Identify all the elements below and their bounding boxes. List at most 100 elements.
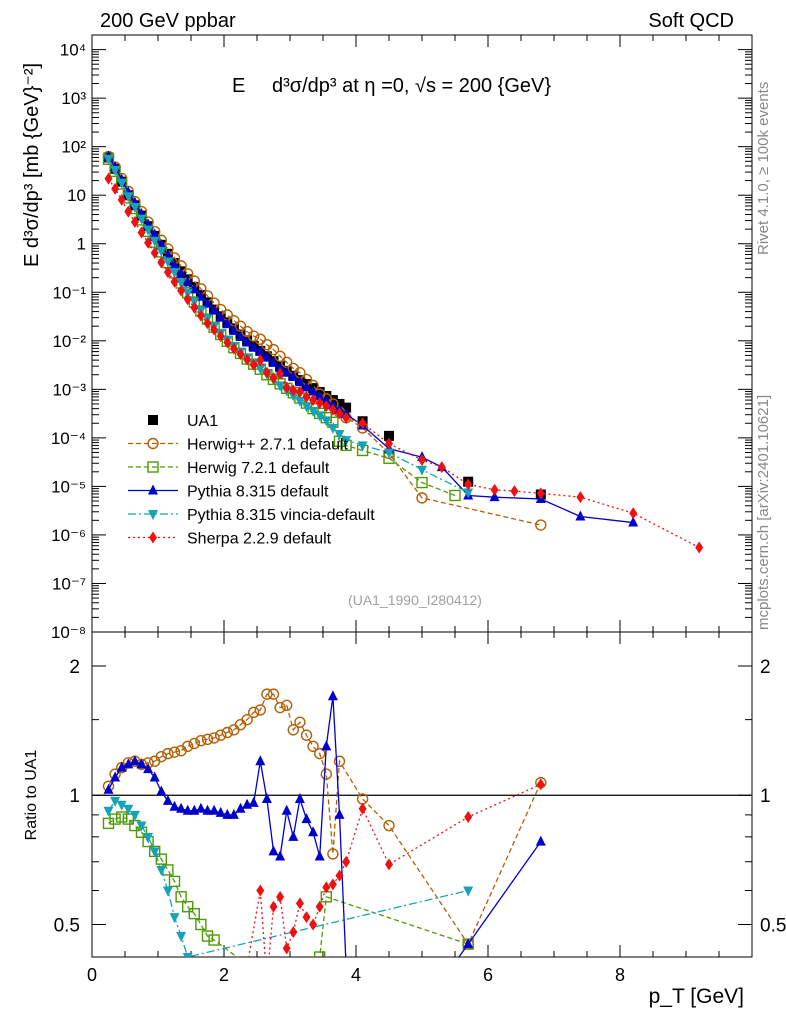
ratio-pythia-8-315-default-point [327, 690, 338, 701]
ratio-pythia-8-315-vincia-default-point [123, 804, 134, 815]
main-herwig-7-2-1-default-point [416, 476, 428, 489]
x-tick-label: 4 [351, 965, 361, 985]
main-ua1-point [384, 430, 394, 441]
main-sherpa-2-2-9-default-point [282, 381, 291, 394]
main-herwig-7-2-1-default-point [449, 489, 461, 502]
ratio-herwig-7-2-1-default-series [102, 811, 474, 957]
main-sherpa-2-2-9-default-point [295, 386, 304, 399]
main-sherpa-2-2-9-default-point [170, 275, 179, 288]
ratio-herwig-2-7-1-default-point [241, 713, 253, 726]
ratio-herwig-2-7-1-default-point [261, 688, 273, 700]
main-pythia-8-315-default-point [489, 491, 500, 502]
main-pythia-8-315-default-point [248, 341, 259, 352]
main-sherpa-2-2-9-default-point [203, 317, 212, 330]
legend-herwig-7-2-1-default-label: Herwig 7.2.1 default [187, 460, 330, 477]
ratio-herwig-2-7-1-default-point [188, 737, 201, 750]
ratio-herwig-7-2-1-default-point [188, 907, 201, 920]
ratio-pythia-8-315-default-point [202, 804, 213, 815]
main-pythia-8-315-default-point [261, 351, 272, 362]
main-sherpa-2-2-9-default-point [342, 411, 351, 424]
main-pythia-8-315-default-point [215, 311, 226, 322]
ratio-pythia-8-315-vincia-default-point [149, 847, 160, 858]
ratio-y-tick-label: 2 [69, 657, 80, 678]
main-pythia-8-315-default-point [242, 336, 253, 347]
main-sherpa-2-2-9-default-point [216, 330, 225, 343]
plot-title-sigma: d³σ/dp³ at η =0, √s = 200 {GeV} [272, 75, 551, 97]
y-tick-label: 10⁻² [52, 332, 86, 351]
main-pythia-8-315-vincia-default-point [308, 406, 319, 417]
y-axis-label-main: E d³σ/dp³ [mb {GeV}⁻²] [21, 63, 43, 267]
ratio-sherpa-2-2-9-default-point [536, 778, 545, 791]
main-sherpa-2-2-9-default-point [130, 216, 139, 229]
y-tick-label: 10⁻⁷ [52, 574, 86, 593]
legend: UA1 Herwig++ 2.7.1 default Herwig 7.2.1 de… [128, 413, 375, 548]
side-label-mcplots: mcplots.cern.ch [arXiv:2401.10621] [755, 395, 772, 630]
main-herwig-2-7-1-default-point [535, 519, 547, 531]
y-tick-label: 10² [61, 138, 86, 157]
ratio-sherpa-2-2-9-default-point [464, 810, 473, 823]
ratio-pythia-8-315-vincia-default-point [143, 832, 154, 843]
ratio-pythia-8-315-default-point [294, 793, 305, 804]
ratio-pythia-8-315-default-point [136, 758, 147, 769]
main-sherpa-2-2-9-default-point [210, 323, 219, 336]
ratio-pythia-8-315-default-point [463, 938, 474, 949]
ratio-pythia-8-315-vincia-default-point [103, 806, 114, 817]
ratio-sherpa-2-2-9-default-point [328, 878, 337, 891]
ratio-pythia-8-315-default-point [301, 813, 312, 824]
main-sherpa-2-2-9-default-point [223, 336, 232, 349]
y-tick-label: 10³ [61, 89, 86, 108]
main-sherpa-2-2-9-default-point [269, 372, 278, 385]
main-herwig-2-7-1-default-point [267, 343, 280, 356]
ratio-pythia-8-315-default-point [255, 755, 266, 766]
ratio-pythia-8-315-default-point [222, 808, 233, 819]
main-pythia-8-315-default-point [149, 228, 160, 239]
ratio-pythia-8-315-default-point [182, 804, 193, 815]
legend-ua1-label: UA1 [187, 413, 218, 430]
ratio-herwig-2-7-1-default-point [181, 740, 194, 753]
ratio-herwig-7-2-1-default-point [175, 891, 187, 903]
ratio-herwig-2-7-1-default-point [247, 706, 260, 719]
ratio-herwig-7-2-1-default-point [109, 813, 121, 825]
ratio-pythia-8-315-default-point [248, 796, 259, 807]
ratio-herwig-7-2-1-default-point [155, 853, 168, 865]
ratio-sherpa-2-2-9-default-point [289, 926, 298, 939]
main-sherpa-2-2-9-default-point [695, 541, 704, 554]
main-pythia-8-315-default-point [268, 356, 279, 367]
ratio-y-tick-label: 1 [69, 786, 80, 807]
ratio-pythia-8-315-default-point [162, 794, 173, 805]
main-sherpa-2-2-9-default-point [111, 182, 120, 195]
main-pythia-8-315-vincia-default-point [110, 166, 121, 177]
legend-herwig-2-7-1-default-marker [147, 437, 159, 450]
ratio-pythia-8-315-vincia-default-line [107, 800, 469, 957]
main-sherpa-2-2-9-default-point [576, 491, 585, 504]
x-axis-label: p_T [GeV] [649, 985, 744, 1008]
ratio-pythia-8-315-default-point [261, 793, 272, 804]
main-sherpa-2-2-9-default-point [385, 437, 393, 450]
ratio-herwig-2-7-1-default-point [208, 732, 220, 744]
ratio-herwig-7-2-1-default-point [181, 901, 194, 913]
main-sherpa-2-2-9-default-point [464, 478, 473, 491]
ratio-pythia-8-315-default-point [209, 804, 220, 815]
y-tick-label: 10⁻⁴ [51, 429, 86, 448]
main-sherpa-2-2-9-default-point [322, 400, 331, 413]
main-herwig-2-7-1-default-point [254, 333, 266, 345]
ratio-pythia-8-315-default-point [281, 804, 292, 815]
x-tick-label: 0 [87, 965, 97, 985]
ratio-pythia-8-315-default-point [321, 740, 332, 751]
main-sherpa-2-2-9-default-point [262, 366, 271, 379]
main-pythia-8-315-vincia-default-point [294, 396, 305, 407]
main-sherpa-2-2-9-default-point [104, 172, 113, 185]
main-pythia-8-315-vincia-default-point [176, 278, 187, 289]
ratio-sherpa-2-2-9-default-point [315, 900, 324, 913]
legend-herwig-7-2-1-default-marker [147, 461, 159, 473]
x-tick-label: 2 [219, 965, 229, 985]
main-pythia-8-315-vincia-default-point [301, 402, 312, 413]
ratio-sherpa-2-2-9-default-point [309, 918, 318, 931]
main-pythia-8-315-default-point [222, 318, 233, 329]
y-tick-label: 10⁻¹ [52, 283, 86, 302]
ratio-herwig-2-7-1-default-point [201, 733, 214, 745]
main-sherpa-2-2-9-default-point [150, 246, 159, 259]
ratio-herwig-2-7-1-default-point [162, 747, 174, 760]
main-pythia-8-315-default-point [235, 330, 246, 341]
main-pythia-8-315-vincia-default-point [116, 178, 127, 189]
